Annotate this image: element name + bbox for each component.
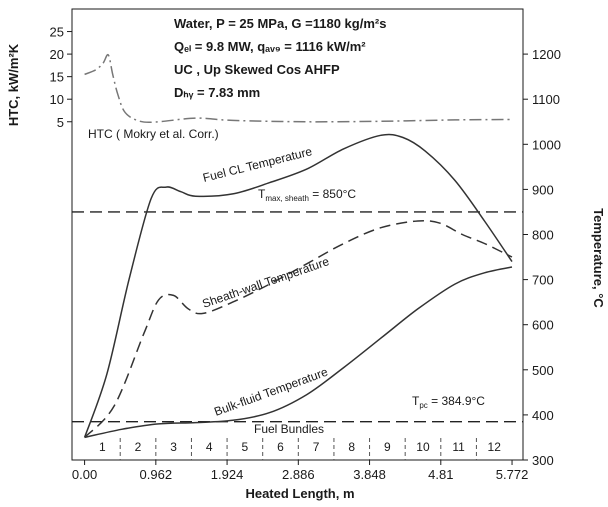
- left-tick-label: 15: [50, 70, 64, 85]
- bundle-dividers: 1 2 3 4 5 6 7 8 9 10 11 12: [99, 438, 501, 460]
- left-tick-label: 10: [50, 92, 64, 107]
- tmax-sheath-label: Tmax, sheath = 850°C: [258, 187, 356, 203]
- x-tick-label: 5.772: [496, 467, 529, 482]
- bundle-number: 7: [313, 440, 320, 454]
- right-tick-label: 1100: [532, 92, 560, 107]
- bundle-number: 11: [452, 440, 465, 454]
- bundle-number: 1: [99, 440, 106, 454]
- right-tick-label: 1000: [532, 137, 561, 152]
- right-tick-label: 800: [532, 228, 554, 243]
- x-axis-label: Heated Length, m: [245, 486, 354, 501]
- left-tick-label: 5: [57, 115, 64, 130]
- right-tick-label: 1200: [532, 47, 561, 62]
- left-tick-label: 25: [50, 25, 64, 40]
- fuel-cl-curve-label: Fuel CL Temperature: [201, 144, 313, 185]
- bundle-number: 10: [416, 440, 430, 454]
- x-tick-label: 3.848: [353, 467, 386, 482]
- x-tick-label: 0.962: [140, 467, 173, 482]
- series-group: [83, 53, 513, 439]
- right-tick-label: 300: [532, 453, 554, 468]
- bundle-number: 9: [384, 440, 391, 454]
- series-line: [84, 53, 513, 124]
- info-line-4: Dₕᵧ = 7.83 mm: [174, 85, 260, 100]
- x-tick-label: 4.81: [428, 467, 453, 482]
- bundle-number: 6: [277, 440, 284, 454]
- x-tick-label: 0.00: [72, 467, 97, 482]
- bundle-number: 4: [206, 440, 213, 454]
- htc-curve-label: HTC ( Mokry et al. Corr.): [88, 127, 219, 141]
- info-line-2: Qₑₗ = 9.8 MW, qₐᵥ₉ = 1116 kW/m²: [174, 39, 366, 54]
- bundle-number: 2: [135, 440, 142, 454]
- tpc-label: Tpc = 384.9°C: [412, 394, 485, 410]
- x-tick-label: 2.886: [282, 467, 315, 482]
- left-tick-label: 20: [50, 47, 64, 62]
- bundle-number: 8: [348, 440, 355, 454]
- right-tick-label: 500: [532, 363, 554, 378]
- series-line: [84, 266, 513, 439]
- right-tick-label: 700: [532, 273, 554, 288]
- bundle-number: 3: [170, 440, 177, 454]
- fuel-bundles-caption: Fuel Bundles: [254, 422, 324, 436]
- info-line-3: UC , Up Skewed Cos AHFP: [174, 62, 340, 77]
- right-tick-label: 400: [532, 408, 554, 423]
- x-tick-label: 1.924: [211, 467, 244, 482]
- series-line: [83, 133, 513, 438]
- y-axis-label-right: Temperature, °C: [591, 208, 606, 308]
- info-line-1: Water, P = 25 MPa, G =1180 kg/m²s: [174, 16, 386, 31]
- reference-lines: [72, 211, 523, 423]
- right-tick-label: 600: [532, 318, 554, 333]
- bundle-number: 5: [242, 440, 249, 454]
- right-tick-label: 900: [532, 182, 554, 197]
- y-axis-label-left: HTC, kW/m²K: [6, 43, 21, 126]
- bundle-number: 12: [488, 440, 502, 454]
- sheath-curve-label: Sheath-wall Temperature: [200, 254, 331, 311]
